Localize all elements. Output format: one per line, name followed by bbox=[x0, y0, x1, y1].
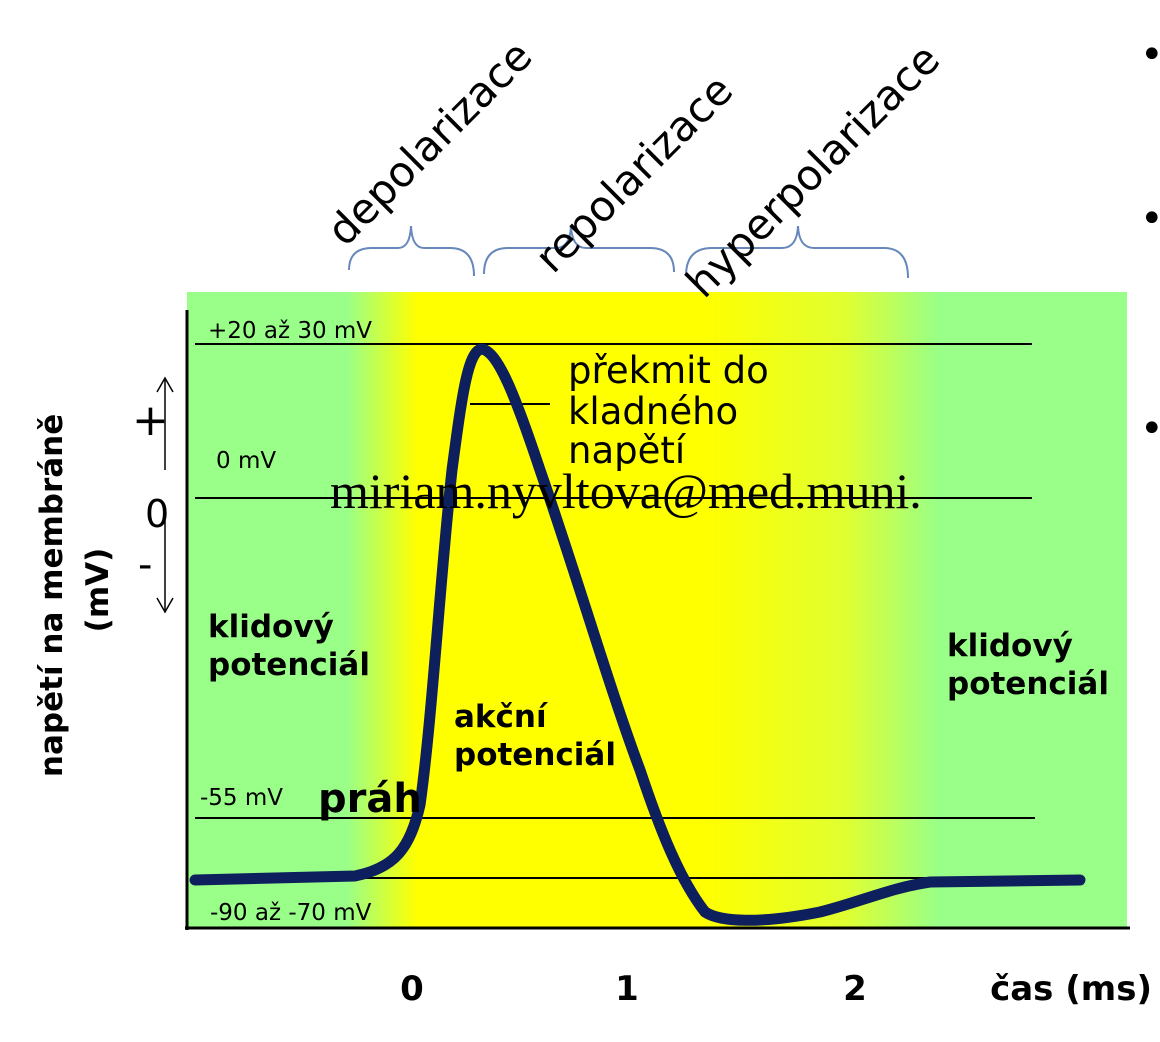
x-tick-2: 2 bbox=[843, 969, 867, 1009]
hyperpolarization-brace bbox=[685, 225, 909, 279]
up-arrow-icon bbox=[156, 376, 174, 393]
peak-level-label: +20 až 30 mV bbox=[208, 318, 372, 344]
y-axis-label-line-1: napětí na membráně bbox=[34, 414, 70, 777]
plus-sign: + bbox=[132, 395, 169, 446]
watermark-email: miriam.nyvltova@med.muni. bbox=[330, 463, 922, 519]
bullet-2: • bbox=[1140, 196, 1160, 242]
overshoot-label: překmit do kladného napětí bbox=[568, 349, 781, 472]
bullet-1: • bbox=[1140, 32, 1160, 78]
x-tick-1: 1 bbox=[615, 969, 639, 1009]
overshoot-line-2: kladného bbox=[568, 390, 738, 433]
x-axis-label: čas (ms) bbox=[990, 969, 1152, 1009]
bullet-3: • bbox=[1140, 406, 1160, 452]
threshold-level-label: -55 mV bbox=[200, 785, 283, 811]
overshoot-line-1: překmit do bbox=[568, 349, 769, 392]
depolarization-label: depolarizace bbox=[317, 31, 541, 255]
resting-potential-right: klidový potenciál bbox=[947, 628, 1109, 702]
action-potential-curve bbox=[189, 343, 1086, 926]
threshold-label: práh bbox=[318, 776, 422, 822]
action-potential-label: akční potenciál bbox=[454, 699, 616, 773]
resting-right-line-1: klidový bbox=[947, 628, 1073, 664]
action-line-1: akční bbox=[454, 699, 548, 735]
resting-left-line-1: klidový bbox=[208, 609, 334, 645]
zero-level-label: 0 mV bbox=[216, 448, 276, 474]
resting-level-label: -90 až -70 mV bbox=[210, 900, 372, 926]
down-arrow-icon bbox=[156, 597, 174, 614]
resting-left-line-2: potenciál bbox=[208, 647, 370, 683]
y-axis-label-line-2: (mV) bbox=[80, 548, 116, 633]
minus-sign: - bbox=[138, 542, 152, 588]
x-tick-0: 0 bbox=[400, 969, 424, 1009]
repolarization-brace bbox=[483, 225, 675, 275]
resting-right-line-2: potenciál bbox=[947, 666, 1109, 702]
resting-potential-left: klidový potenciál bbox=[208, 609, 370, 683]
y-axis-label: napětí na membráně (mV) bbox=[34, 403, 116, 777]
depolarization-brace bbox=[348, 225, 475, 277]
action-line-2: potenciál bbox=[454, 737, 616, 773]
overshoot-line-3: napětí bbox=[568, 429, 687, 472]
